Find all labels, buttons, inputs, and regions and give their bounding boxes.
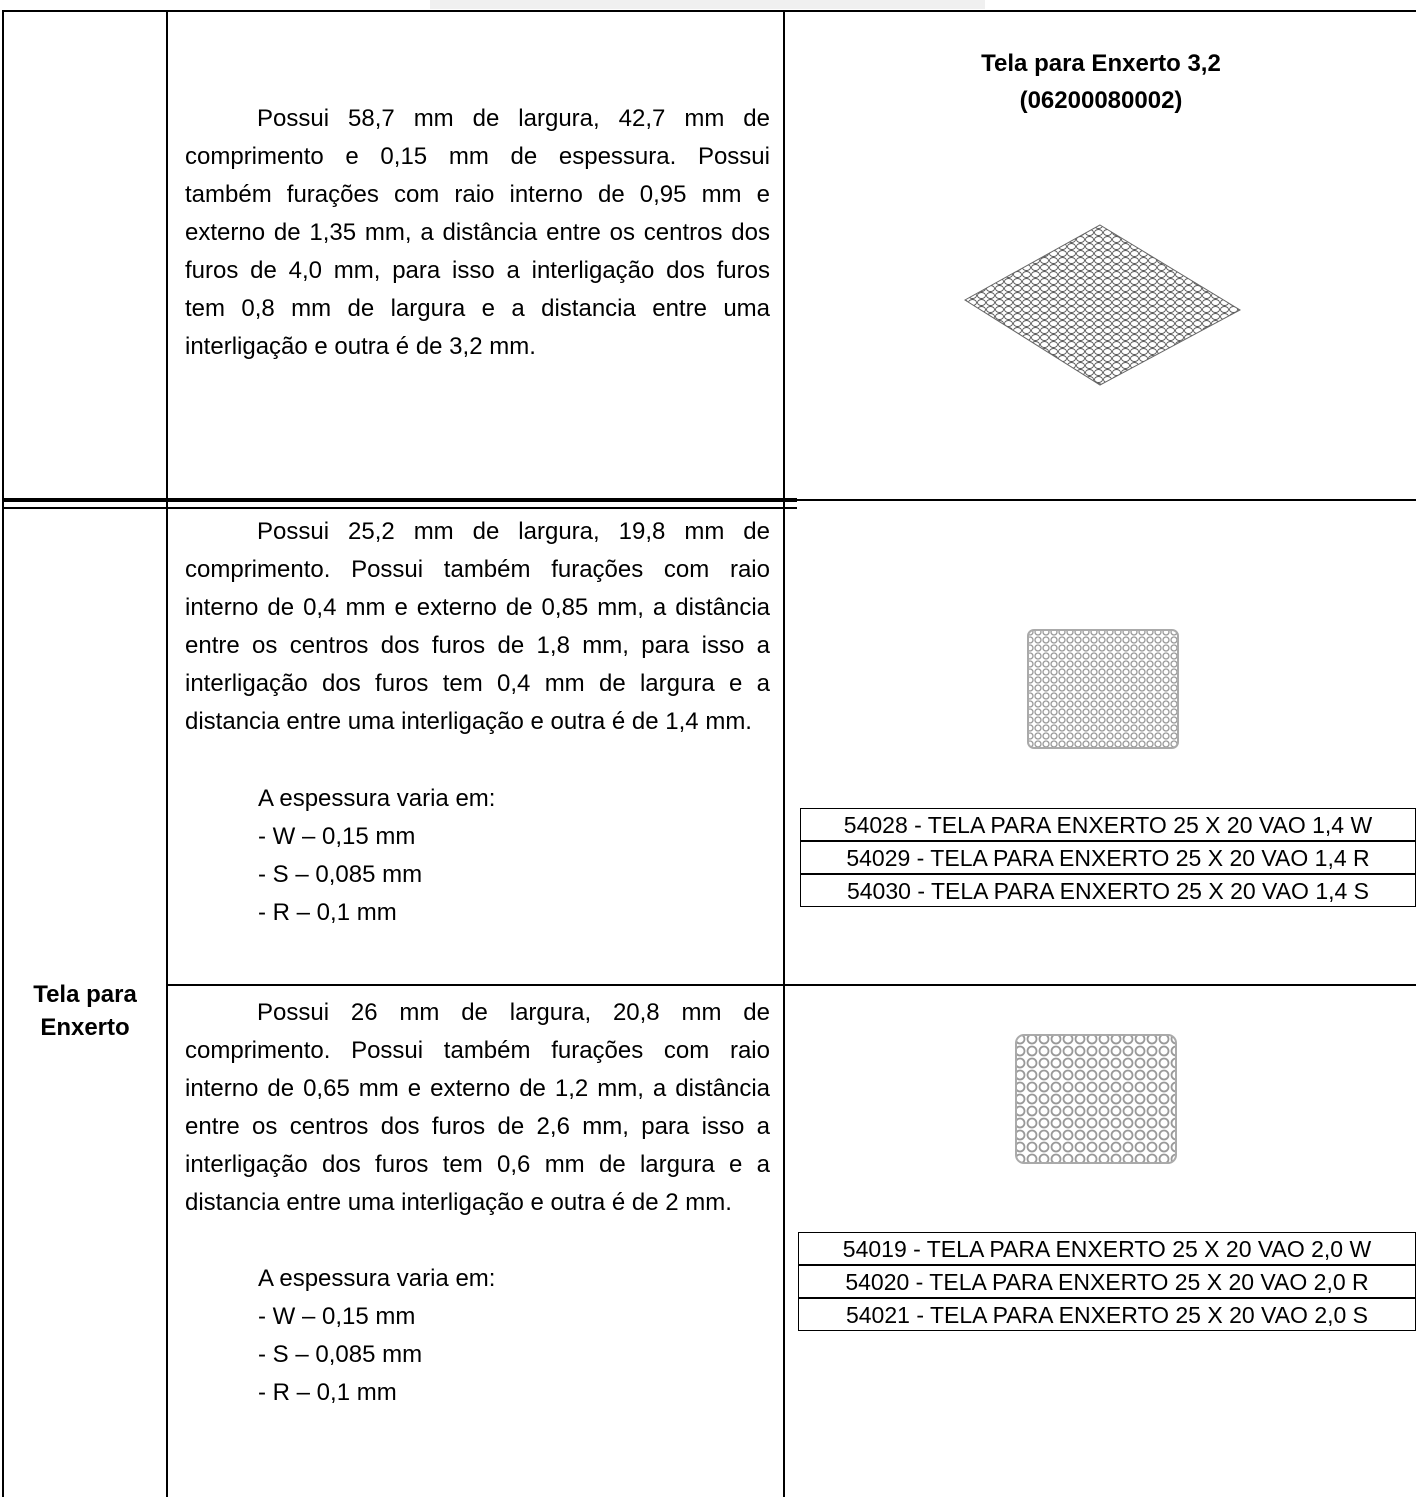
product-code-row: 54021 - TELA PARA ENXERTO 25 X 20 VAO 2,… [798, 1298, 1416, 1331]
row-line [783, 499, 1416, 501]
product-title: Tela para Enxerto 3,2 [981, 50, 1221, 77]
product-code: (06200080002) [1019, 87, 1183, 114]
thickness-intro: A espessura varia em: [258, 785, 496, 812]
thickness-option: - W – 0,15 mm [258, 823, 416, 850]
description: Possui 26 mm de largura, 20,8 mm de comp… [185, 999, 770, 1216]
group-label: Tela para Enxerto [33, 981, 137, 1041]
column-line [783, 10, 785, 1497]
table-border [2, 10, 4, 1497]
column-line [166, 10, 168, 1497]
mesh-image [964, 224, 1242, 386]
product-code-row: 54019 - TELA PARA ENXERTO 25 X 20 VAO 2,… [798, 1232, 1416, 1265]
thickness-option: - S – 0,085 mm [258, 1341, 423, 1368]
mesh-image [1027, 629, 1179, 749]
table-border [2, 10, 1416, 12]
description: Possui 25,2 mm de largura, 19,8 mm de co… [185, 518, 770, 735]
product-code-row: 54030 - TELA PARA ENXERTO 25 X 20 VAO 1,… [800, 874, 1416, 907]
row-line [2, 507, 797, 509]
thickness-option: - W – 0,15 mm [258, 1303, 416, 1330]
product-code-row: 54028 - TELA PARA ENXERTO 25 X 20 VAO 1,… [800, 808, 1416, 841]
mesh-image [1015, 1034, 1177, 1164]
thickness-option: - S – 0,085 mm [258, 861, 423, 888]
description: Possui 58,7 mm de largura, 42,7 mm de co… [185, 105, 770, 360]
thickness-option: - R – 0,1 mm [258, 899, 397, 926]
scan-shade [430, 0, 985, 9]
thickness-intro: A espessura varia em: [258, 1265, 496, 1292]
product-code-row: 54020 - TELA PARA ENXERTO 25 X 20 VAO 2,… [798, 1265, 1416, 1298]
product-code-row: 54029 - TELA PARA ENXERTO 25 X 20 VAO 1,… [800, 841, 1416, 874]
thickness-option: - R – 0,1 mm [258, 1379, 397, 1406]
row-line [2, 498, 797, 502]
row-line [166, 984, 1416, 986]
